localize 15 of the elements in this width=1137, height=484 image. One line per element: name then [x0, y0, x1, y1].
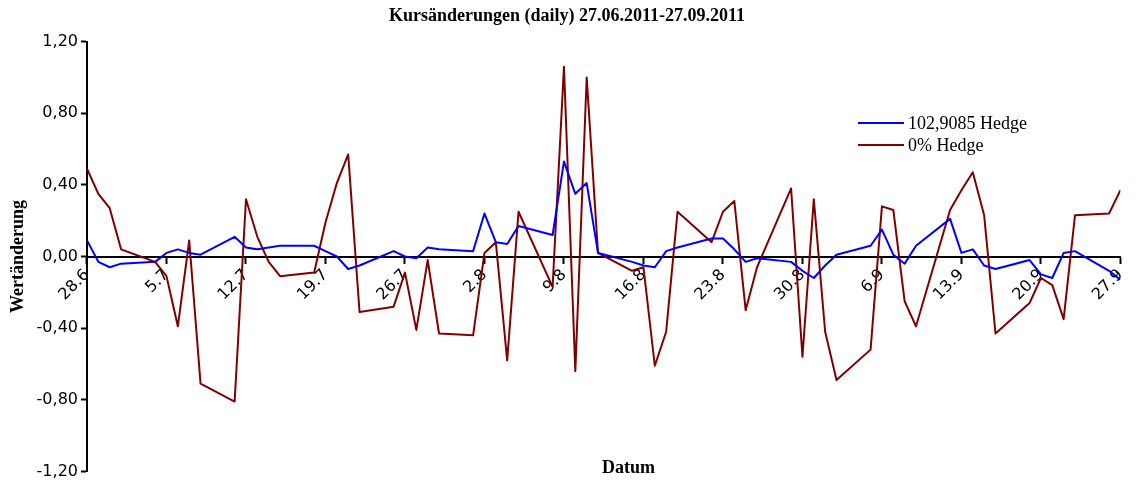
- x-tick-label: 2.8: [458, 264, 491, 297]
- y-tick-label: 1,20: [42, 30, 78, 50]
- y-tick-label: 0,00: [42, 245, 78, 265]
- x-tick-label: 5.7: [140, 264, 173, 297]
- chart-title: Kursänderungen (daily) 27.06.2011-27.09.2011: [388, 5, 746, 27]
- legend-label: 102,9085 Hedge: [908, 112, 1027, 134]
- y-tick-label: 0,80: [42, 102, 78, 122]
- x-tick-label: 6.9: [856, 264, 888, 297]
- y-tick-label: -0,80: [36, 388, 78, 408]
- y-tick-label: 0,40: [42, 174, 78, 194]
- y-tick-label: -1,20: [36, 460, 78, 480]
- legend-label: 0% Hedge: [908, 134, 984, 156]
- y-axis-title: Wertänderung: [7, 199, 28, 314]
- x-axis-title: Datum: [601, 457, 656, 478]
- y-tick-label: -0,40: [36, 317, 78, 337]
